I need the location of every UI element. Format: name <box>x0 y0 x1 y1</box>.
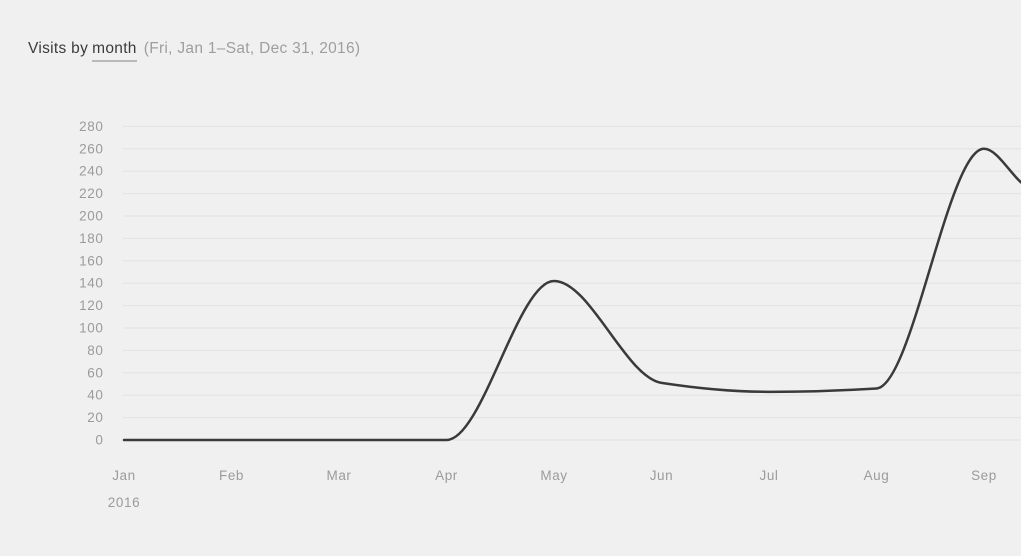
svg-text:180: 180 <box>79 231 103 246</box>
svg-text:2016: 2016 <box>108 495 140 510</box>
svg-text:20: 20 <box>87 410 103 425</box>
svg-text:280: 280 <box>79 119 103 134</box>
svg-text:40: 40 <box>87 388 103 403</box>
svg-text:60: 60 <box>87 365 103 380</box>
svg-text:Mar: Mar <box>326 468 351 483</box>
svg-text:120: 120 <box>79 298 103 313</box>
svg-text:Apr: Apr <box>435 468 458 483</box>
x-axis-labels: Jan Feb Mar Apr May Jun Jul Aug Sep 2016 <box>108 468 997 510</box>
svg-text:0: 0 <box>95 433 103 448</box>
chart-header: Visits by month (Fri, Jan 1–Sat, Dec 31, 2… <box>28 40 361 62</box>
svg-text:Feb: Feb <box>219 468 244 483</box>
svg-text:Jan: Jan <box>112 468 136 483</box>
svg-text:200: 200 <box>79 209 103 224</box>
visits-series-line <box>122 147 1021 442</box>
chart-date-range: (Fri, Jan 1–Sat, Dec 31, 2016) <box>143 40 361 57</box>
svg-text:220: 220 <box>79 186 103 201</box>
gridlines <box>123 125 1021 441</box>
svg-text:Jun: Jun <box>650 468 674 483</box>
chart-title-prefix: Visits by <box>28 40 89 57</box>
svg-text:240: 240 <box>79 164 103 179</box>
svg-text:140: 140 <box>79 276 103 291</box>
y-axis-labels: 0 20 40 60 80 100 120 140 160 180 200 220 240 260 280 <box>79 119 103 448</box>
svg-text:Jul: Jul <box>759 468 778 483</box>
interval-dropdown-trigger[interactable]: month <box>92 40 137 62</box>
svg-text:260: 260 <box>79 141 103 156</box>
svg-text:May: May <box>540 468 567 483</box>
svg-text:160: 160 <box>79 253 103 268</box>
svg-text:80: 80 <box>87 343 103 358</box>
svg-text:Sep: Sep <box>971 468 997 483</box>
svg-text:100: 100 <box>79 321 103 336</box>
svg-text:Aug: Aug <box>864 468 890 483</box>
